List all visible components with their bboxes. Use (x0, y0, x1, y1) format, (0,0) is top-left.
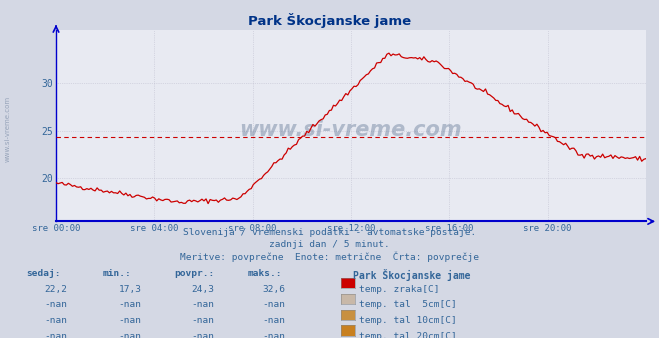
Text: -nan: -nan (45, 316, 67, 325)
Text: sedaj:: sedaj: (26, 269, 61, 278)
Text: temp. tal  5cm[C]: temp. tal 5cm[C] (359, 300, 457, 310)
Text: -nan: -nan (262, 300, 285, 310)
Text: -nan: -nan (119, 332, 141, 338)
Text: -nan: -nan (119, 300, 141, 310)
Text: temp. tal 20cm[C]: temp. tal 20cm[C] (359, 332, 457, 338)
Text: 24,3: 24,3 (192, 285, 214, 294)
Text: -nan: -nan (192, 332, 214, 338)
Text: -nan: -nan (45, 332, 67, 338)
Text: -nan: -nan (45, 300, 67, 310)
Text: Slovenija / vremenski podatki - avtomatske postaje.: Slovenija / vremenski podatki - avtomats… (183, 228, 476, 237)
Text: povpr.:: povpr.: (175, 269, 215, 278)
Text: maks.:: maks.: (247, 269, 281, 278)
Text: www.si-vreme.com: www.si-vreme.com (5, 95, 11, 162)
Text: -nan: -nan (119, 316, 141, 325)
Text: 22,2: 22,2 (45, 285, 67, 294)
Text: 17,3: 17,3 (119, 285, 141, 294)
Text: -nan: -nan (262, 332, 285, 338)
Text: -nan: -nan (192, 316, 214, 325)
Text: -nan: -nan (262, 316, 285, 325)
Text: Park Škocjanske jame: Park Škocjanske jame (353, 269, 470, 281)
Text: temp. tal 10cm[C]: temp. tal 10cm[C] (359, 316, 457, 325)
Text: temp. zraka[C]: temp. zraka[C] (359, 285, 440, 294)
Text: zadnji dan / 5 minut.: zadnji dan / 5 minut. (269, 240, 390, 249)
Text: www.si-vreme.com: www.si-vreme.com (240, 120, 462, 140)
Text: min.:: min.: (102, 269, 131, 278)
Text: Park Škocjanske jame: Park Škocjanske jame (248, 13, 411, 28)
Text: -nan: -nan (192, 300, 214, 310)
Text: Meritve: povprečne  Enote: metrične  Črta: povprečje: Meritve: povprečne Enote: metrične Črta:… (180, 252, 479, 262)
Text: 32,6: 32,6 (262, 285, 285, 294)
